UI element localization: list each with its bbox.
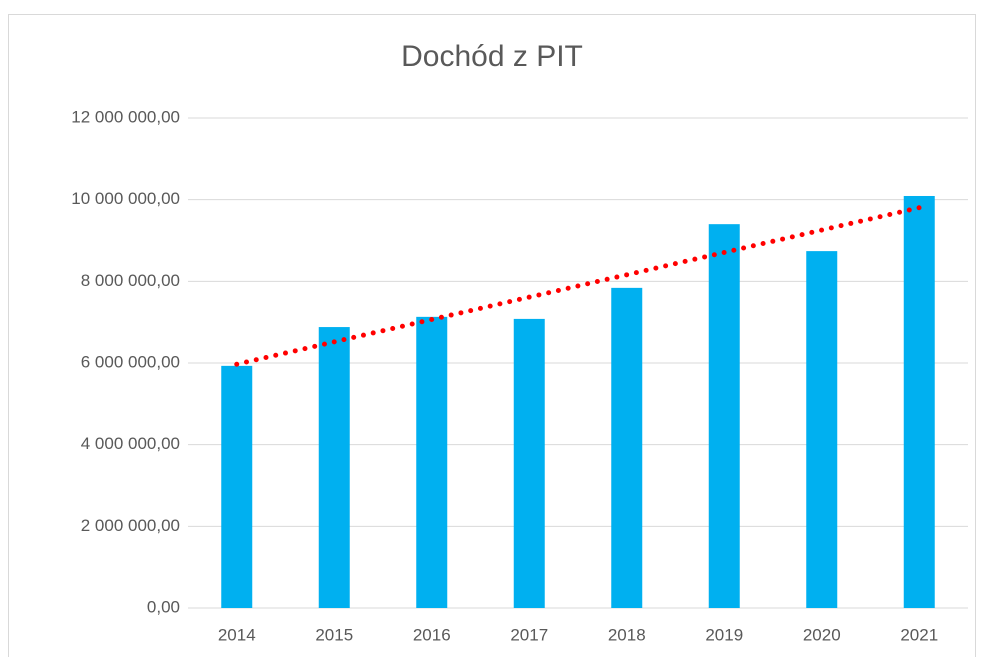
x-tick-label: 2014 bbox=[218, 625, 256, 644]
y-tick-label: 2 000 000,00 bbox=[81, 516, 180, 535]
x-tick-label: 2017 bbox=[510, 625, 548, 644]
x-tick-label: 2019 bbox=[705, 625, 743, 644]
x-tick-label: 2016 bbox=[413, 625, 451, 644]
bar bbox=[416, 316, 448, 608]
bar bbox=[806, 251, 838, 608]
x-tick-label: 2018 bbox=[608, 625, 646, 644]
trendline bbox=[234, 205, 922, 367]
bar bbox=[513, 318, 545, 608]
bar bbox=[708, 224, 740, 608]
bar bbox=[318, 327, 350, 608]
y-tick-label: 12 000 000,00 bbox=[71, 107, 180, 126]
x-tick-label: 2021 bbox=[900, 625, 938, 644]
y-tick-label: 8 000 000,00 bbox=[81, 271, 180, 290]
x-tick-label: 2020 bbox=[803, 625, 841, 644]
x-tick-label: 2015 bbox=[315, 625, 353, 644]
bar bbox=[903, 195, 935, 608]
y-tick-label: 0,00 bbox=[147, 597, 180, 616]
bar bbox=[221, 365, 253, 608]
y-tick-label: 4 000 000,00 bbox=[81, 434, 180, 453]
y-tick-label: 6 000 000,00 bbox=[81, 352, 180, 371]
chart-title: Dochód z PIT bbox=[401, 40, 583, 73]
bar bbox=[611, 287, 643, 608]
y-tick-label: 10 000 000,00 bbox=[71, 189, 180, 208]
